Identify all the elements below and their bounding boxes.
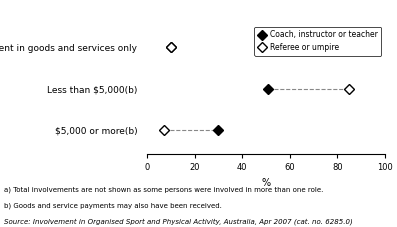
Text: Source: Involvement in Organised Sport and Physical Activity, Australia, Apr 200: Source: Involvement in Organised Sport a… <box>4 218 353 225</box>
Text: b) Goods and service payments may also have been received.: b) Goods and service payments may also h… <box>4 202 222 209</box>
Text: a) Total involvements are not shown as some persons were involved in more than o: a) Total involvements are not shown as s… <box>4 186 323 193</box>
X-axis label: %: % <box>262 178 270 188</box>
Legend: Coach, instructor or teacher, Referee or umpire: Coach, instructor or teacher, Referee or… <box>254 27 381 56</box>
